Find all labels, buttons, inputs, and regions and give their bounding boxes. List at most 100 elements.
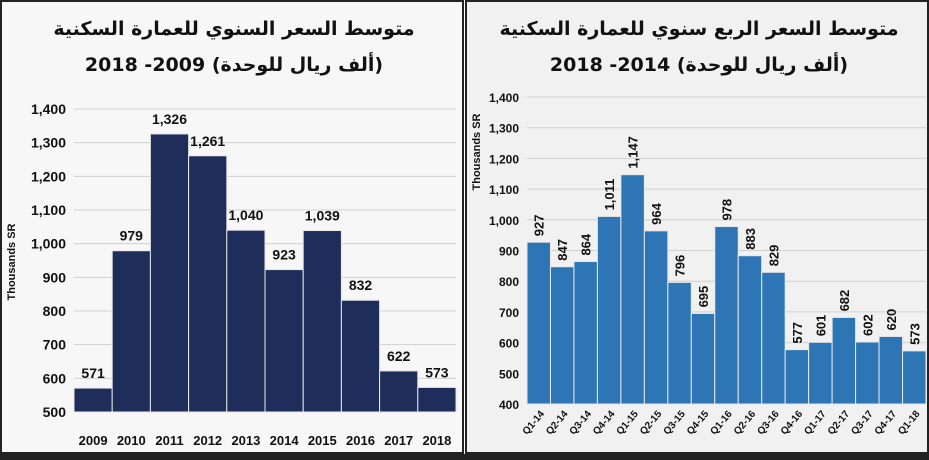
bar [761, 271, 786, 405]
y-axis-label: Thousands SR [471, 113, 483, 190]
annual-price-chart: متوسط السعر السنوي للعمارة السكنية (ألف … [6, 18, 457, 448]
data-label: 577 [790, 322, 805, 344]
x-tick-label: Q2-15 [638, 409, 665, 438]
chart-subtitle: (ألف ريال للوحدة) 2009- 2018 [85, 52, 383, 76]
bar [340, 299, 381, 413]
bar [149, 133, 190, 413]
bar [620, 174, 645, 405]
x-tick-label: Q2-16 [732, 409, 759, 438]
x-tick-label: Q3-14 [568, 409, 595, 438]
data-label: 571 [81, 365, 105, 381]
y-tick-label: 500 [499, 367, 519, 381]
data-label: 832 [349, 277, 373, 293]
y-tick-label: 1,400 [31, 101, 66, 117]
y-tick-label: 400 [499, 398, 519, 412]
y-tick-label: 1,100 [489, 183, 519, 197]
x-tick-label: Q2-17 [826, 409, 853, 438]
y-tick-label: 800 [43, 303, 67, 319]
y-tick-label: 900 [43, 269, 67, 285]
x-tick-label: Q1-16 [709, 409, 736, 438]
bar [73, 387, 113, 413]
y-tick-label: 1,400 [489, 91, 519, 105]
bar [549, 266, 575, 405]
bar [302, 230, 342, 413]
x-tick-label: Q3-16 [755, 409, 782, 438]
bar [808, 341, 833, 405]
bar [226, 229, 266, 413]
bar [111, 250, 151, 413]
data-label: 1,261 [190, 133, 225, 149]
y-tick-label: 600 [499, 337, 519, 351]
chart-subtitle: (ألف ريال للوحدة) 2014- 2018 [550, 52, 848, 76]
bar [902, 350, 927, 405]
bottom-border [0, 454, 929, 460]
x-tick-label: 2016 [346, 433, 375, 448]
data-label: 864 [579, 233, 594, 255]
data-label: 573 [425, 364, 449, 380]
chart-title: متوسط السعر السنوي للعمارة السكنية [53, 18, 414, 41]
data-label: 847 [555, 239, 570, 261]
data-label: 601 [813, 315, 828, 337]
data-label: 979 [120, 228, 144, 244]
quarterly-price-chart: متوسط السعر الربع سنوي للعمارة السكنية (… [471, 18, 927, 438]
y-tick-label: 800 [499, 275, 519, 289]
annual-chart-panel: متوسط السعر السنوي للعمارة السكنية (ألف … [0, 0, 464, 454]
data-label: 829 [766, 245, 781, 267]
x-tick-label: Q4-16 [779, 409, 806, 438]
data-label: 620 [884, 309, 899, 331]
x-tick-label: Q3-15 [662, 409, 689, 438]
y-tick-label: 700 [499, 306, 519, 320]
y-axis-label: Thousands SR [6, 223, 18, 300]
x-tick-label: 2010 [117, 433, 146, 448]
bar [596, 215, 622, 405]
bar [573, 261, 598, 405]
y-tick-label: 1,200 [489, 152, 519, 166]
bar [737, 255, 763, 405]
bar [667, 281, 692, 405]
y-tick-label: 1,000 [31, 236, 66, 252]
data-label: 602 [860, 314, 875, 336]
bar [831, 316, 857, 405]
data-label: 695 [696, 286, 711, 308]
y-tick-label: 1,200 [31, 168, 66, 184]
data-label: 927 [532, 215, 547, 237]
y-tick-label: 600 [43, 370, 67, 386]
x-tick-label: Q4-15 [685, 409, 712, 438]
x-tick-label: 2009 [79, 433, 108, 448]
y-tick-label: 1,000 [489, 214, 519, 228]
bar [714, 226, 739, 405]
data-label: 964 [649, 202, 664, 224]
data-label: 682 [837, 290, 852, 312]
x-tick-label: Q2-14 [544, 409, 571, 438]
bar [643, 230, 669, 405]
data-label: 1,326 [152, 111, 187, 127]
data-label: 923 [272, 247, 296, 263]
x-tick-label: Q1-14 [521, 409, 548, 438]
x-tick-label: 2018 [422, 433, 451, 448]
bar [264, 269, 304, 413]
data-label: 1,011 [602, 179, 617, 211]
data-label: 573 [907, 323, 922, 345]
y-tick-label: 1,300 [31, 135, 66, 151]
y-tick-label: 1,300 [489, 122, 519, 136]
data-label: 883 [743, 228, 758, 250]
bar [878, 335, 904, 405]
x-tick-label: 2015 [308, 433, 337, 448]
chart-title: متوسط السعر الربع سنوي للعمارة السكنية [499, 18, 898, 41]
x-tick-label: Q3-17 [849, 409, 876, 438]
x-tick-label: 2012 [193, 433, 222, 448]
x-tick-label: 2014 [270, 433, 300, 448]
x-tick-label: Q4-17 [873, 409, 900, 438]
bar [690, 312, 716, 405]
x-tick-label: 2013 [231, 433, 260, 448]
x-tick-label: Q4-14 [591, 409, 618, 438]
data-label: 978 [720, 199, 735, 221]
data-label: 622 [387, 348, 411, 364]
y-tick-label: 1,100 [31, 202, 66, 218]
x-tick-label: 2011 [155, 433, 183, 448]
bar [417, 386, 457, 413]
bar [855, 341, 880, 405]
bar [784, 349, 810, 405]
bar [188, 155, 228, 413]
y-tick-label: 900 [499, 245, 519, 259]
